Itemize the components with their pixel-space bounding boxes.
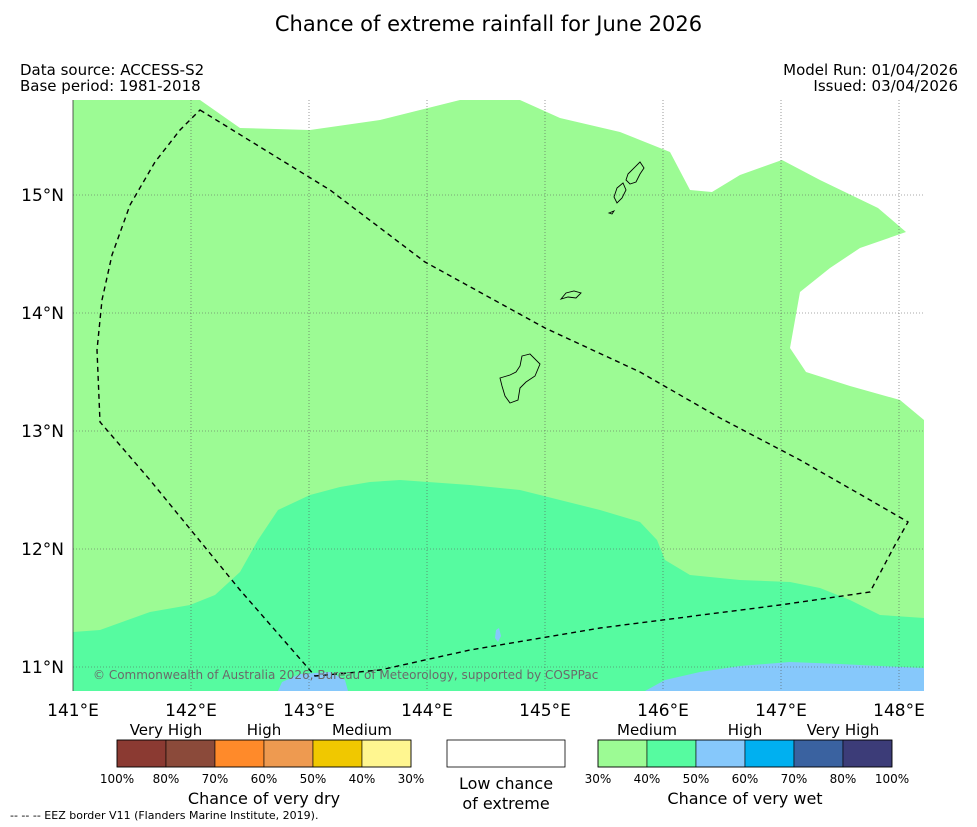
wet-mint-region — [73, 480, 924, 691]
copyright: © Commonwealth of Australia 2026, Bureau… — [93, 668, 598, 682]
wet-high-spot — [495, 628, 501, 642]
dry-swatch — [165, 739, 216, 768]
wet-title: Chance of very wet — [667, 789, 822, 808]
base-period: Base period: 1981-2018 — [20, 77, 201, 95]
dry-tick: 30% — [398, 772, 425, 786]
lat-labels: 15°N 14°N 13°N 12°N 11°N — [21, 186, 64, 678]
wet-tick: 80% — [830, 772, 857, 786]
data-source: Data source: ACCESS-S2 — [20, 61, 205, 79]
island-guam — [499, 353, 541, 404]
wet-tick: 50% — [683, 772, 710, 786]
wet-swatch — [646, 739, 697, 768]
wet-tick: 70% — [781, 772, 808, 786]
dry-swatch — [263, 739, 314, 768]
dry-tick: 80% — [153, 772, 180, 786]
dry-swatch — [116, 739, 167, 768]
meta-left: Data source: ACCESS-S2 Base period: 1981… — [20, 62, 204, 94]
wet-tick: 60% — [732, 772, 759, 786]
lon-label: 147°E — [755, 701, 807, 721]
island-rota — [559, 290, 582, 300]
lat-label: 14°N — [21, 304, 64, 324]
wet-swatch — [842, 739, 893, 768]
wet-tick: 100% — [875, 772, 909, 786]
dry-colorbar-frame — [116, 739, 412, 768]
model-run: Model Run: 01/04/2026 — [783, 61, 958, 79]
lon-label: 143°E — [283, 701, 335, 721]
dry-cat-high: High — [247, 721, 281, 739]
lat-label: 13°N — [21, 422, 64, 442]
dry-swatch — [312, 739, 363, 768]
wet-swatch — [695, 739, 746, 768]
dry-tick: 40% — [349, 772, 376, 786]
lon-label: 141°E — [47, 701, 99, 721]
issued-date: Issued: 03/04/2026 — [813, 77, 958, 95]
wet-ticks: 30% 40% 50% 60% 70% 80% 100% — [585, 772, 909, 786]
dry-tick: 70% — [202, 772, 229, 786]
lon-label: 146°E — [637, 701, 689, 721]
islands — [499, 161, 645, 404]
lon-label: 148°E — [873, 701, 925, 721]
legend-wet: Medium High Very High 30% 40% 50% 60% 70… — [585, 721, 909, 808]
wet-high-region-east — [645, 662, 924, 691]
eez-footnote: -- -- -- EEZ border V11 (Flanders Marine… — [10, 809, 319, 822]
dry-ticks: 100% 80% 70% 60% 50% 40% 30% — [100, 772, 424, 786]
low-chance-swatch — [446, 739, 566, 768]
low-chance-label: Low chance of extreme — [447, 774, 565, 814]
lon-labels: 141°E 142°E 143°E 144°E 145°E 146°E 147°… — [47, 701, 925, 721]
dry-swatch — [361, 739, 412, 768]
dry-tick: 60% — [251, 772, 278, 786]
dry-tick: 100% — [100, 772, 134, 786]
wet-colorbar-frame — [597, 739, 893, 768]
lat-label: 12°N — [21, 540, 64, 560]
wet-swatch — [744, 739, 795, 768]
dry-tick: 50% — [300, 772, 327, 786]
wet-swatch — [793, 739, 844, 768]
low-chance-line2: of extreme — [462, 794, 550, 813]
meta-right: Model Run: 01/04/2026 Issued: 03/04/2026 — [783, 62, 958, 94]
island-aguijan — [607, 210, 616, 215]
island-tinian — [613, 182, 627, 204]
dry-swatches — [116, 739, 412, 768]
wet-cat-high: High — [728, 721, 762, 739]
wet-swatches — [597, 739, 893, 768]
dry-cat-medium: Medium — [332, 721, 392, 739]
lon-label: 142°E — [165, 701, 217, 721]
graticule — [73, 100, 924, 691]
eez-border — [96, 109, 909, 677]
low-chance-line1: Low chance — [458, 774, 554, 793]
dry-swatch — [214, 739, 265, 768]
lon-label: 144°E — [401, 701, 453, 721]
island-saipan — [625, 161, 645, 185]
wet-swatch — [597, 739, 648, 768]
lon-label: 145°E — [519, 701, 571, 721]
wet-tick: 30% — [585, 772, 612, 786]
lat-label: 15°N — [21, 186, 64, 206]
map-title: Chance of extreme rainfall for June 2026 — [274, 12, 703, 36]
wet-cat-medium: Medium — [617, 721, 677, 739]
dry-cat-very-high: Very High — [130, 721, 203, 739]
wet-tick: 40% — [634, 772, 661, 786]
wet-cat-very-high: Very High — [807, 721, 880, 739]
dry-title: Chance of very dry — [188, 789, 340, 808]
legend-dry: Very High High Medium 100% 80% 70% 60% 5… — [100, 721, 424, 808]
wet-high-region-west — [278, 672, 348, 691]
lat-label: 11°N — [21, 658, 64, 678]
